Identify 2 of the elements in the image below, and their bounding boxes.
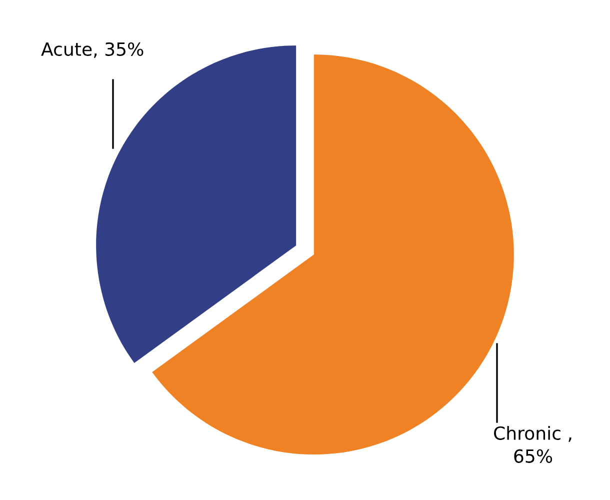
slice-label: Chronic , 65% [494,426,572,463]
slice-label: Acute, 35% [41,42,144,58]
